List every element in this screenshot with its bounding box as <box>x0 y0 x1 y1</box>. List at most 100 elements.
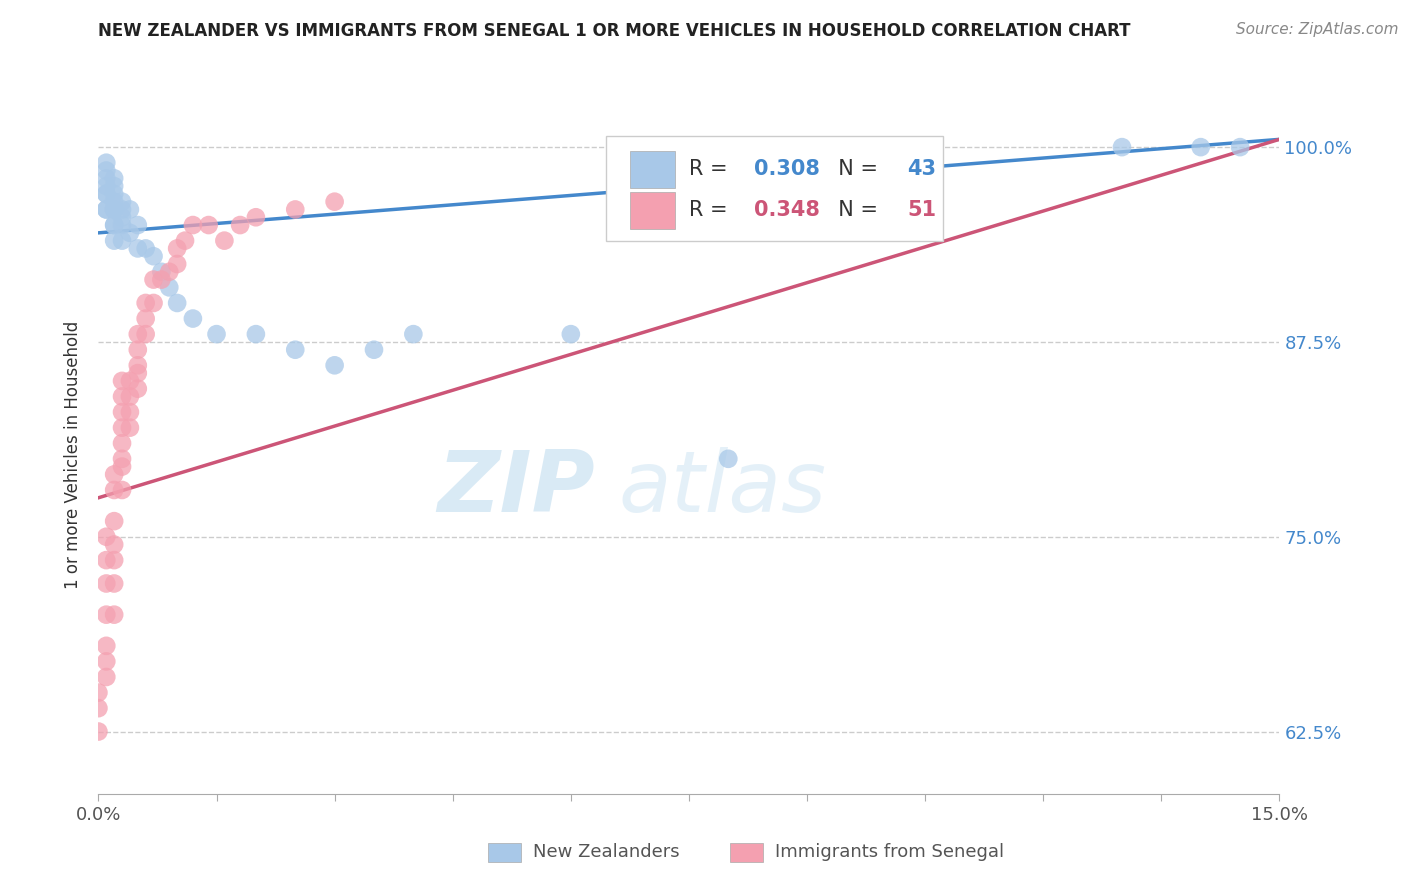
Point <box>96 155 118 169</box>
Text: N =: N = <box>825 159 884 179</box>
Point <box>96 202 118 217</box>
Point <box>135 327 157 342</box>
Point <box>103 234 125 248</box>
Point <box>111 202 134 217</box>
Point <box>103 537 125 551</box>
Text: Immigrants from Senegal: Immigrants from Senegal <box>775 843 1004 861</box>
Point <box>229 218 252 232</box>
Point <box>111 374 134 388</box>
Point <box>118 202 141 217</box>
Point <box>96 607 118 622</box>
Point <box>127 218 149 232</box>
Point <box>560 327 582 342</box>
Point <box>157 280 180 294</box>
Point <box>214 234 236 248</box>
Point <box>284 343 307 357</box>
Point <box>96 670 118 684</box>
Point <box>103 218 125 232</box>
Point <box>118 389 141 403</box>
Point <box>103 218 125 232</box>
Point <box>96 639 118 653</box>
Point <box>96 186 118 201</box>
Text: 43: 43 <box>907 159 936 179</box>
Point <box>118 226 141 240</box>
Point <box>166 296 188 310</box>
Point <box>402 327 425 342</box>
Point <box>166 257 188 271</box>
Point <box>111 483 134 497</box>
Text: 51: 51 <box>907 201 936 220</box>
Point <box>127 382 149 396</box>
Point <box>118 405 141 419</box>
Point <box>103 186 125 201</box>
Point <box>111 436 134 450</box>
Point <box>87 685 110 699</box>
Point <box>96 576 118 591</box>
Text: NEW ZEALANDER VS IMMIGRANTS FROM SENEGAL 1 OR MORE VEHICLES IN HOUSEHOLD CORRELA: NEW ZEALANDER VS IMMIGRANTS FROM SENEGAL… <box>98 22 1130 40</box>
Point <box>103 467 125 482</box>
Text: Source: ZipAtlas.com: Source: ZipAtlas.com <box>1236 22 1399 37</box>
Point <box>205 327 228 342</box>
Point <box>96 654 118 668</box>
Text: New Zealanders: New Zealanders <box>533 843 679 861</box>
Y-axis label: 1 or more Vehicles in Household: 1 or more Vehicles in Household <box>65 321 83 589</box>
Point <box>111 234 134 248</box>
Point <box>174 234 197 248</box>
Point <box>103 194 125 209</box>
Point <box>103 607 125 622</box>
Point <box>363 343 385 357</box>
Point <box>142 272 165 286</box>
Point <box>150 265 173 279</box>
Point <box>135 311 157 326</box>
Point <box>103 202 125 217</box>
Point <box>323 194 346 209</box>
Point <box>96 202 118 217</box>
Point <box>181 218 204 232</box>
Point <box>1189 140 1212 154</box>
Point <box>127 366 149 380</box>
Bar <box>630 151 675 188</box>
Point <box>245 327 267 342</box>
Point <box>142 296 165 310</box>
Point <box>245 211 267 225</box>
Point <box>103 202 125 217</box>
Point <box>135 242 157 256</box>
Point <box>96 186 118 201</box>
Text: R =: R = <box>689 159 734 179</box>
Bar <box>630 192 675 229</box>
Point <box>111 405 134 419</box>
Point <box>111 389 134 403</box>
Point <box>111 420 134 434</box>
Point <box>157 265 180 279</box>
FancyBboxPatch shape <box>606 136 943 242</box>
Point <box>96 179 118 194</box>
Point <box>111 194 134 209</box>
Point <box>111 211 134 225</box>
Point <box>96 553 118 567</box>
Point <box>135 296 157 310</box>
Text: atlas: atlas <box>619 447 827 531</box>
Text: N =: N = <box>825 201 884 220</box>
Bar <box>730 843 763 862</box>
Point <box>1229 140 1251 154</box>
Point <box>118 420 141 434</box>
Point <box>96 163 118 178</box>
Point <box>150 272 173 286</box>
Point <box>323 359 346 373</box>
Point <box>87 701 110 715</box>
Point <box>127 242 149 256</box>
Point <box>181 311 204 326</box>
Point <box>103 576 125 591</box>
Point <box>111 218 134 232</box>
Point <box>118 374 141 388</box>
Point <box>127 359 149 373</box>
Text: 0.348: 0.348 <box>754 201 820 220</box>
Point <box>96 171 118 186</box>
Point <box>127 327 149 342</box>
Point <box>87 724 110 739</box>
Point <box>284 202 307 217</box>
Text: ZIP: ZIP <box>437 447 595 531</box>
Point <box>166 242 188 256</box>
Point <box>103 553 125 567</box>
Point <box>717 451 740 466</box>
